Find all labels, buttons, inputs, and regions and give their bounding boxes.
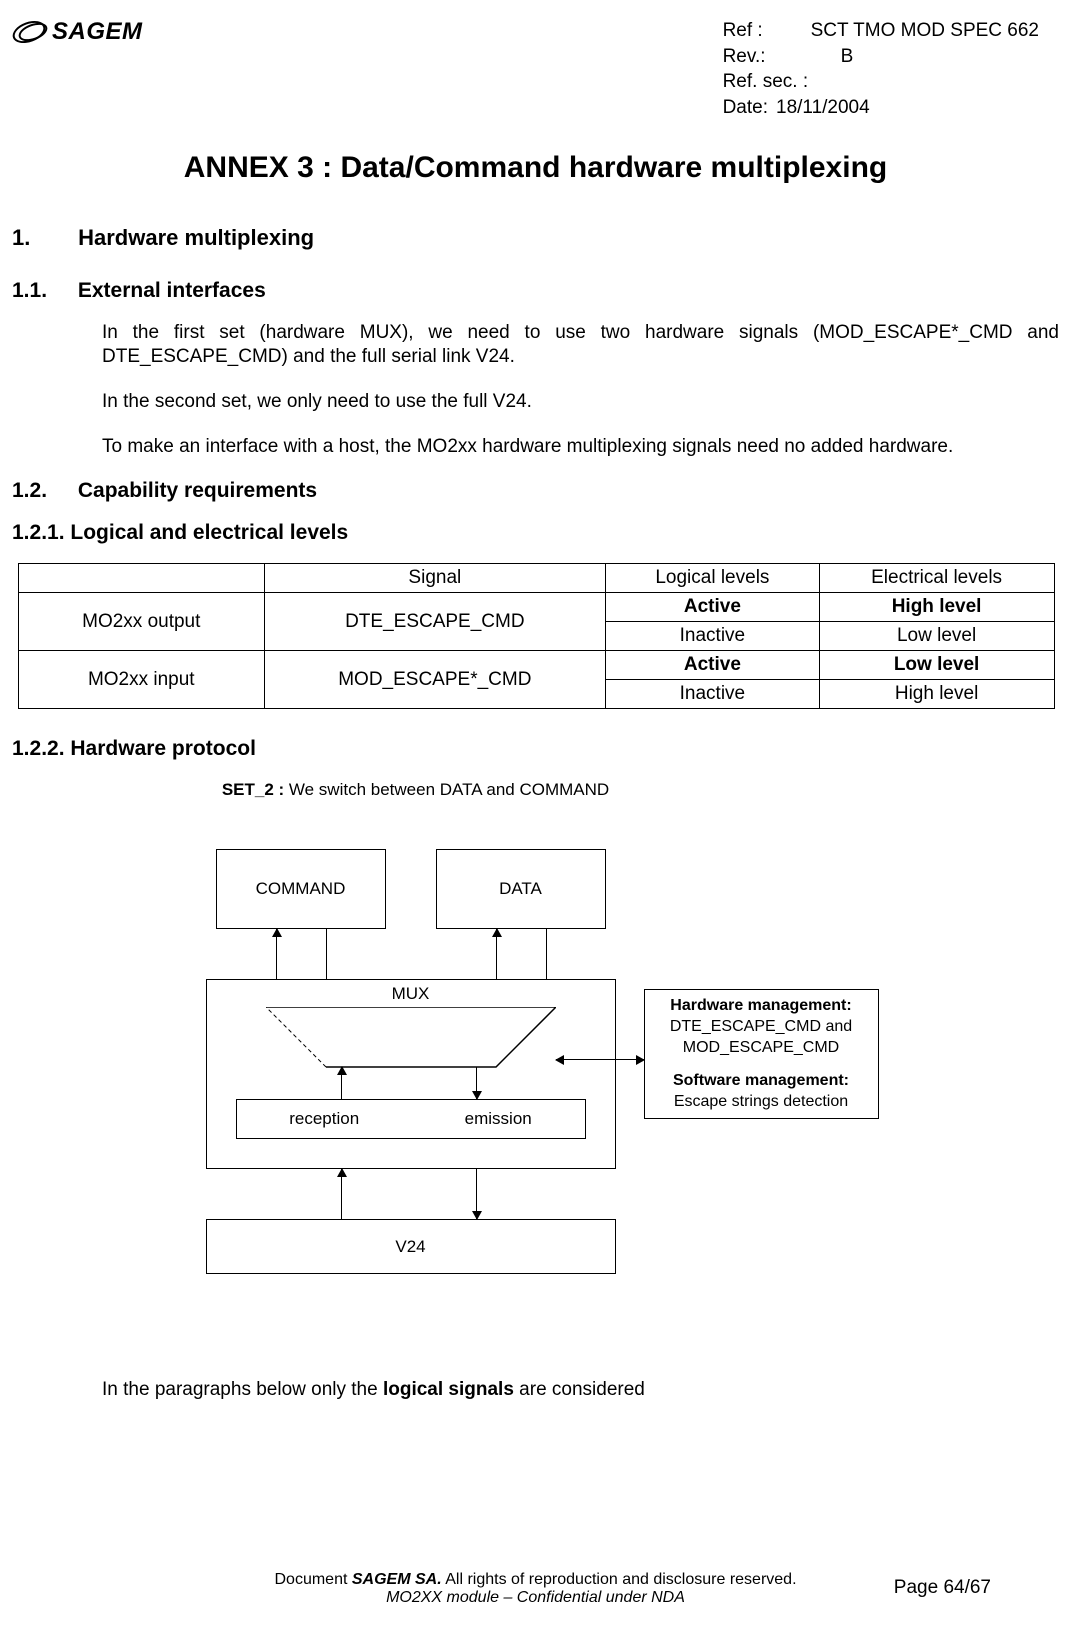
section-1-2-2-text: Hardware protocol bbox=[70, 737, 256, 760]
ref-value: SCT TMO MOD SPEC 662 bbox=[811, 18, 1039, 44]
page-title: ANNEX 3 : Data/Command hardware multiple… bbox=[12, 151, 1059, 185]
rev-value: B bbox=[841, 44, 854, 70]
note-pre: In the paragraphs below only the bbox=[102, 1379, 383, 1400]
brand-logo: SAGEM bbox=[12, 18, 143, 46]
mgmt-hw-label: Hardware management: bbox=[670, 997, 851, 1014]
cell-active: Active bbox=[606, 593, 820, 622]
emission-label: emission bbox=[465, 1109, 532, 1129]
mgmt-hw-text: DTE_ESCAPE_CMD and MOD_ESCAPE_CMD bbox=[653, 1017, 870, 1059]
section-1-2-1-text: Logical and electrical levels bbox=[70, 521, 348, 544]
page-number: Page 64/67 bbox=[894, 1577, 991, 1599]
table-row: MO2xx output DTE_ESCAPE_CMD Active High … bbox=[19, 593, 1055, 622]
ref-label: Ref : bbox=[723, 18, 803, 44]
section-1-2: 1.2. Capability requirements bbox=[12, 479, 1059, 503]
brand-text: SAGEM bbox=[52, 18, 143, 46]
section-1-2-2: 1.2.2. Hardware protocol bbox=[12, 737, 1059, 761]
mux-icon bbox=[266, 1007, 556, 1069]
doc-ref-block: Ref : SCT TMO MOD SPEC 662 Rev.: B Ref. … bbox=[723, 18, 1059, 121]
arrow-em-down bbox=[476, 1067, 477, 1099]
section-1-1: 1.1. External interfaces bbox=[12, 279, 1059, 303]
date-label: Date: bbox=[723, 95, 768, 121]
section-1-2-1-num: 1.2.1. bbox=[12, 521, 65, 544]
v24-box: V24 bbox=[206, 1219, 616, 1274]
mux-label: MUX bbox=[207, 984, 615, 1004]
command-box: COMMAND bbox=[216, 849, 386, 929]
arrow-mgmt bbox=[556, 1059, 644, 1060]
section-1-1-text: External interfaces bbox=[78, 279, 266, 302]
diagram-title-rest: We switch between DATA and COMMAND bbox=[284, 780, 609, 799]
logo-icon bbox=[12, 22, 46, 42]
cell-low: Low level bbox=[819, 622, 1054, 651]
th-logical: Logical levels bbox=[606, 564, 820, 593]
cell-high: High level bbox=[819, 593, 1054, 622]
cell-active2: Active bbox=[606, 651, 820, 680]
reception-label: reception bbox=[289, 1109, 359, 1129]
cell-output: MO2xx output bbox=[19, 593, 265, 651]
para-1: In the first set (hardware MUX), we need… bbox=[102, 321, 1059, 370]
mgmt-sw-label: Software management: bbox=[673, 1072, 849, 1089]
section-1-1-num: 1.1. bbox=[12, 279, 72, 303]
page-header: SAGEM Ref : SCT TMO MOD SPEC 662 Rev.: B… bbox=[12, 18, 1059, 121]
cell-input: MO2xx input bbox=[19, 651, 265, 709]
levels-table: Signal Logical levels Electrical levels … bbox=[18, 563, 1055, 709]
after-diagram-note: In the paragraphs below only the logical… bbox=[102, 1379, 1059, 1401]
command-label: COMMAND bbox=[256, 879, 346, 899]
section-1-2-2-num: 1.2.2. bbox=[12, 737, 65, 760]
arrow-v24-up bbox=[341, 1169, 342, 1219]
th-electrical: Electrical levels bbox=[819, 564, 1054, 593]
diagram-title-bold: SET_2 : bbox=[222, 780, 284, 799]
management-box: Hardware management: DTE_ESCAPE_CMD and … bbox=[644, 989, 879, 1119]
cell-inactive2: Inactive bbox=[606, 680, 820, 709]
body-1-1: In the first set (hardware MUX), we need… bbox=[102, 321, 1059, 460]
section-1-num: 1. bbox=[12, 225, 72, 251]
protocol-diagram: SET_2 : We switch between DATA and COMMA… bbox=[176, 779, 896, 1339]
data-box: DATA bbox=[436, 849, 606, 929]
para-2: In the second set, we only need to use t… bbox=[102, 390, 1059, 415]
th-signal: Signal bbox=[264, 564, 606, 593]
rx-em-box: reception emission bbox=[236, 1099, 586, 1139]
arrow-v24-down bbox=[476, 1169, 477, 1219]
footer-pre: Document bbox=[274, 1571, 351, 1588]
rev-label: Rev.: bbox=[723, 44, 803, 70]
mux-shape bbox=[266, 1007, 556, 1069]
date-value: 18/11/2004 bbox=[776, 95, 870, 121]
cell-low2: Low level bbox=[819, 651, 1054, 680]
section-1-text: Hardware multiplexing bbox=[78, 225, 314, 250]
note-bold: logical signals bbox=[383, 1379, 514, 1400]
data-label: DATA bbox=[499, 879, 542, 899]
table-header-row: Signal Logical levels Electrical levels bbox=[19, 564, 1055, 593]
footer-brand: SAGEM SA. bbox=[352, 1571, 442, 1588]
cell-dte-escape: DTE_ESCAPE_CMD bbox=[264, 593, 606, 651]
section-1-2-num: 1.2. bbox=[12, 479, 72, 503]
refsec-label: Ref. sec. : bbox=[723, 69, 809, 95]
cell-inactive: Inactive bbox=[606, 622, 820, 651]
mgmt-sw-text: Escape strings detection bbox=[653, 1092, 870, 1113]
para-3: To make an interface with a host, the MO… bbox=[102, 435, 1059, 460]
footer-post: All rights of reproduction and disclosur… bbox=[442, 1571, 797, 1588]
cell-high2: High level bbox=[819, 680, 1054, 709]
table-row: MO2xx input MOD_ESCAPE*_CMD Active Low l… bbox=[19, 651, 1055, 680]
note-post: are considered bbox=[514, 1379, 645, 1400]
section-1: 1. Hardware multiplexing bbox=[12, 225, 1059, 251]
section-1-2-text: Capability requirements bbox=[78, 479, 317, 502]
v24-label: V24 bbox=[395, 1237, 425, 1257]
arrow-rx-up bbox=[341, 1067, 342, 1099]
th-blank bbox=[19, 564, 265, 593]
diagram-title: SET_2 : We switch between DATA and COMMA… bbox=[206, 779, 626, 801]
cell-mod-escape: MOD_ESCAPE*_CMD bbox=[264, 651, 606, 709]
section-1-2-1: 1.2.1. Logical and electrical levels bbox=[12, 521, 1059, 545]
